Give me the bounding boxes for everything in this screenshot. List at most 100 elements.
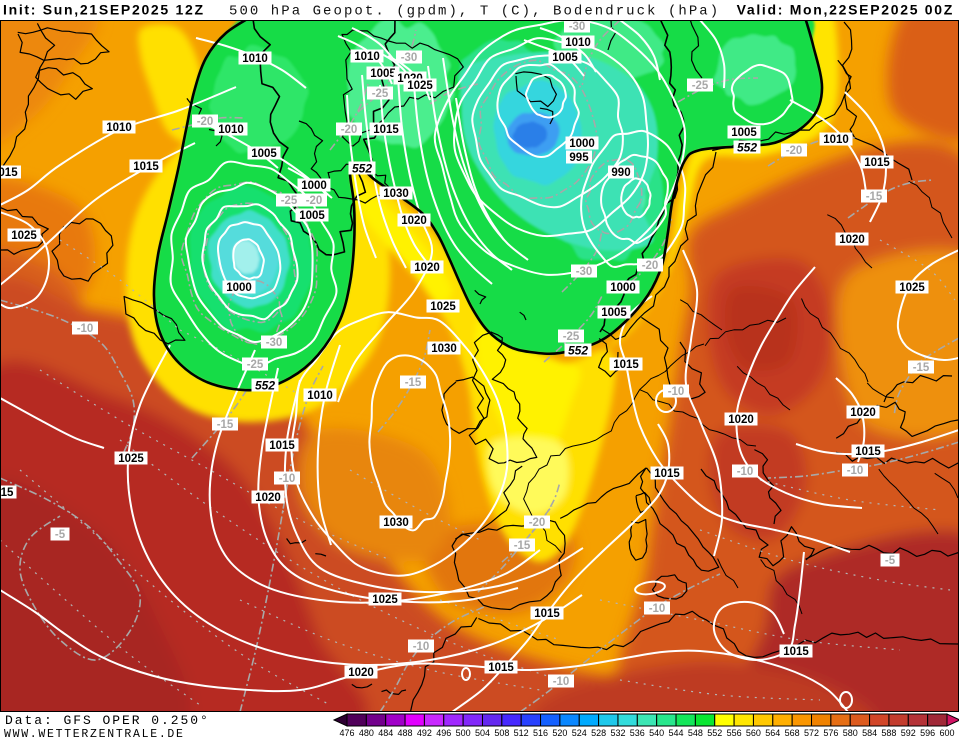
svg-text:1015: 1015 — [654, 468, 680, 480]
svg-text:568: 568 — [785, 728, 800, 738]
svg-text:-25: -25 — [281, 195, 298, 207]
svg-text:1010: 1010 — [218, 124, 244, 136]
svg-text:1000: 1000 — [610, 282, 636, 294]
svg-text:1025: 1025 — [372, 594, 398, 606]
svg-text:584: 584 — [862, 728, 877, 738]
svg-text:1030: 1030 — [383, 517, 409, 529]
svg-text:592: 592 — [901, 728, 916, 738]
svg-text:1020: 1020 — [839, 234, 865, 246]
svg-text:576: 576 — [823, 728, 838, 738]
svg-text:480: 480 — [359, 728, 374, 738]
svg-text:-25: -25 — [372, 88, 389, 100]
svg-text:-20: -20 — [306, 195, 323, 207]
svg-text:560: 560 — [746, 728, 761, 738]
svg-text:-15: -15 — [913, 362, 930, 374]
svg-text:492: 492 — [417, 728, 432, 738]
svg-text:1020: 1020 — [401, 215, 427, 227]
svg-text:-30: -30 — [569, 21, 586, 33]
svg-text:-20: -20 — [529, 517, 546, 529]
svg-text:536: 536 — [630, 728, 645, 738]
svg-text:-5: -5 — [55, 529, 66, 541]
svg-text:1020: 1020 — [255, 492, 281, 504]
svg-text:1005: 1005 — [731, 127, 757, 139]
svg-text:556: 556 — [727, 728, 742, 738]
svg-text:Data: GFS OPER 0.250°: Data: GFS OPER 0.250° — [5, 713, 210, 728]
svg-text:1005: 1005 — [299, 210, 325, 222]
svg-text:580: 580 — [843, 728, 858, 738]
svg-text:500: 500 — [456, 728, 471, 738]
svg-text:1015: 1015 — [613, 359, 639, 371]
svg-text:496: 496 — [436, 728, 451, 738]
svg-text:588: 588 — [881, 728, 896, 738]
svg-text:-20: -20 — [197, 116, 214, 128]
svg-text:-15: -15 — [405, 377, 422, 389]
svg-text:-10: -10 — [553, 676, 570, 688]
svg-text:532: 532 — [610, 728, 625, 738]
svg-text:-10: -10 — [649, 603, 666, 615]
svg-text:488: 488 — [398, 728, 413, 738]
svg-text:1010: 1010 — [823, 134, 849, 146]
svg-text:-25: -25 — [563, 331, 580, 343]
svg-text:-20: -20 — [341, 124, 358, 136]
svg-text:1015: 1015 — [269, 440, 295, 452]
svg-text:548: 548 — [688, 728, 703, 738]
svg-text:484: 484 — [378, 728, 393, 738]
svg-text:1025: 1025 — [407, 80, 433, 92]
svg-text:572: 572 — [804, 728, 819, 738]
svg-text:1015: 1015 — [855, 446, 881, 458]
svg-text:-5: -5 — [885, 555, 896, 567]
svg-text:1010: 1010 — [242, 53, 268, 65]
svg-text:1015: 1015 — [133, 161, 159, 173]
svg-text:500 hPa Geopot. (gpdm), T (C),: 500 hPa Geopot. (gpdm), T (C), Bodendruc… — [229, 4, 720, 20]
svg-text:544: 544 — [669, 728, 684, 738]
svg-text:1010: 1010 — [307, 390, 333, 402]
svg-text:-25: -25 — [247, 359, 264, 371]
svg-text:1010: 1010 — [106, 122, 132, 134]
svg-text:1020: 1020 — [414, 262, 440, 274]
svg-text:1000: 1000 — [226, 282, 252, 294]
svg-text:564: 564 — [765, 728, 780, 738]
svg-text:1030: 1030 — [431, 343, 457, 355]
svg-text:1025: 1025 — [899, 282, 925, 294]
svg-text:1000: 1000 — [301, 180, 327, 192]
svg-text:552: 552 — [707, 728, 722, 738]
svg-text:476: 476 — [339, 728, 354, 738]
svg-text:1010: 1010 — [565, 37, 591, 49]
svg-text:-10: -10 — [847, 465, 864, 477]
svg-text:-30: -30 — [401, 52, 418, 64]
svg-text:512: 512 — [514, 728, 529, 738]
svg-text:508: 508 — [494, 728, 509, 738]
svg-text:552: 552 — [737, 140, 757, 154]
svg-text:1025: 1025 — [118, 453, 144, 465]
svg-text:504: 504 — [475, 728, 490, 738]
svg-text:600: 600 — [939, 728, 954, 738]
svg-text:015: 015 — [0, 167, 18, 179]
svg-text:596: 596 — [920, 728, 935, 738]
svg-text:1020: 1020 — [728, 414, 754, 426]
svg-text:1005: 1005 — [601, 307, 627, 319]
svg-text:15: 15 — [1, 487, 14, 499]
svg-text:552: 552 — [352, 161, 372, 175]
svg-text:-10: -10 — [737, 466, 754, 478]
svg-text:1015: 1015 — [534, 608, 560, 620]
svg-text:1000: 1000 — [569, 138, 595, 150]
svg-text:1015: 1015 — [864, 157, 890, 169]
svg-text:-15: -15 — [866, 191, 883, 203]
svg-text:552: 552 — [568, 343, 588, 357]
svg-text:1005: 1005 — [251, 148, 277, 160]
svg-text:1030: 1030 — [383, 188, 409, 200]
svg-text:-20: -20 — [786, 145, 803, 157]
svg-text:528: 528 — [591, 728, 606, 738]
svg-text:1005: 1005 — [552, 52, 578, 64]
svg-text:Init: Sun,21SEP2025 12Z: Init: Sun,21SEP2025 12Z — [3, 2, 205, 18]
svg-text:1020: 1020 — [348, 667, 374, 679]
svg-text:Valid: Mon,22SEP2025 00Z: Valid: Mon,22SEP2025 00Z — [737, 2, 954, 18]
svg-text:-15: -15 — [514, 540, 531, 552]
svg-text:-10: -10 — [77, 323, 94, 335]
svg-text:516: 516 — [533, 728, 548, 738]
svg-text:-30: -30 — [576, 266, 593, 278]
svg-text:-10: -10 — [668, 386, 685, 398]
svg-text:1010: 1010 — [354, 51, 380, 63]
svg-text:1005: 1005 — [370, 68, 396, 80]
svg-text:995: 995 — [569, 152, 589, 164]
